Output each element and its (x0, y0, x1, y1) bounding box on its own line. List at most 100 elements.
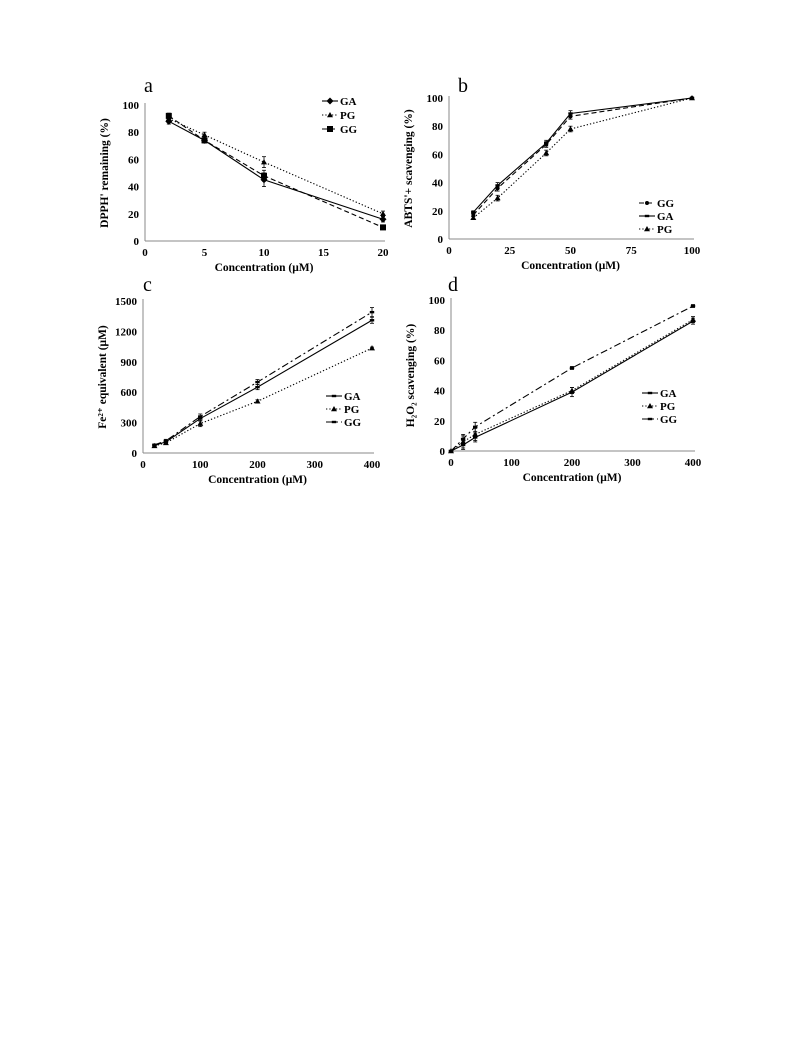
y-tick-label: 0 (134, 236, 140, 248)
x-tick-label: 100 (503, 457, 520, 469)
y-tick-label: 100 (427, 93, 444, 105)
legend-label-GG: GG (340, 124, 358, 136)
series-line-GA (472, 97, 693, 213)
legend-label-GG: GG (657, 198, 675, 210)
data-point-PG (197, 420, 204, 426)
y-tick-label: 20 (432, 206, 444, 218)
y-tick-label: 20 (128, 209, 140, 221)
series-PG (151, 345, 375, 449)
data-point-GG (473, 425, 478, 429)
series-line-GG (168, 115, 384, 228)
x-tick-label: 200 (564, 457, 581, 469)
legend-marker-PG (331, 406, 337, 412)
y-tick-label: 40 (432, 178, 444, 190)
chart-panel-d: d0 100 200 300 400020406080100Concentration … (405, 274, 702, 484)
legend-marker-PG (327, 112, 333, 118)
x-tick-label: 0 (448, 457, 454, 469)
data-point-PG (543, 149, 550, 156)
data-point-GG (460, 437, 466, 441)
legend-label-PG: PG (657, 224, 673, 236)
legend: GA PG GG (322, 96, 358, 136)
legend-marker-GG (331, 420, 337, 424)
y-tick-label: 0 (438, 234, 444, 246)
legend-marker-GA (644, 214, 650, 218)
data-point-GA (255, 385, 260, 389)
x-tick-label: 15 (318, 247, 330, 259)
data-point-GG (690, 304, 696, 308)
x-tick-label: 20 (378, 247, 390, 259)
y-tick-label: 40 (434, 386, 446, 398)
x-tick-label: 25 (504, 245, 516, 257)
legend-label-PG: PG (340, 110, 356, 122)
data-point-GA (568, 112, 573, 115)
series-GG (448, 304, 696, 453)
legend-marker-PG (644, 226, 650, 232)
data-point-PG (567, 126, 574, 132)
y-tick-label: 1500 (115, 296, 138, 308)
y-tick-label: 100 (429, 295, 446, 307)
legend-label-GG: GG (344, 417, 362, 429)
y-tick-label: 300 (121, 418, 138, 430)
data-point-PG (470, 214, 477, 221)
x-axis-title: Concentration (μM) (523, 472, 622, 484)
legend-marker-GA (326, 97, 334, 105)
y-tick-label: 40 (128, 182, 140, 194)
legend-label-PG: PG (660, 401, 676, 413)
data-point-PG (254, 398, 261, 404)
y-tick-label: 60 (432, 149, 444, 161)
x-tick-label: 400 (364, 459, 381, 471)
x-tick-label: 10 (259, 247, 271, 259)
series-GA (448, 317, 696, 453)
legend-label-GA: GA (344, 391, 361, 403)
legend-label-GA: GA (660, 388, 677, 400)
y-axis-title: ABTS'+ scavenging (%) (403, 109, 415, 228)
data-point-GG (369, 310, 375, 314)
x-tick-label: 50 (565, 245, 577, 257)
series-GG (165, 112, 386, 231)
series-line-GG (154, 311, 373, 446)
series-PG (470, 95, 695, 221)
x-tick-label: 200 (249, 459, 266, 471)
legend-marker-GG (645, 201, 649, 205)
data-point-GA (495, 184, 500, 187)
data-point-GG (255, 380, 260, 384)
data-point-GG (380, 224, 386, 231)
legend-marker-GG (327, 126, 333, 132)
y-axis-title: DPPH' remaining (%) (99, 118, 111, 228)
y-tick-label: 1200 (115, 326, 138, 338)
series-line-PG (168, 118, 384, 215)
legend-marker-PG (647, 403, 653, 409)
panel-label: d (448, 274, 458, 296)
data-point-GA (379, 215, 387, 223)
data-point-PG (380, 210, 386, 216)
x-tick-label: 100 (192, 459, 209, 471)
chart-panel-b: b 0 25 50 75 100 0 20 40 60 80 100 Concentration (μM… (403, 75, 701, 272)
data-point-PG (494, 195, 501, 201)
x-tick-label: 400 (685, 457, 702, 469)
data-point-PG (690, 316, 696, 322)
x-tick-label: 5 (202, 247, 208, 259)
data-point-PG (201, 131, 208, 138)
x-tick-label: 0 (140, 459, 146, 471)
data-point-GA (369, 319, 375, 322)
data-point-GG (569, 366, 575, 370)
data-point-PG (569, 387, 575, 393)
legend-marker-GA (647, 391, 653, 395)
y-tick-label: 600 (121, 387, 138, 399)
legend-marker-GA (331, 394, 337, 398)
data-point-GG (152, 443, 157, 447)
series-line-GA (168, 120, 384, 220)
series-line-PG (154, 347, 373, 447)
data-point-GG (198, 415, 203, 418)
y-axis-title: H₂O₂ scavenging (%) (405, 324, 417, 428)
y-tick-label: 20 (434, 416, 446, 428)
panel-label: b (458, 75, 468, 97)
series-line-PG (450, 319, 694, 452)
legend-label-GA: GA (340, 96, 357, 108)
series-line-GA (154, 319, 373, 446)
legend-label-PG: PG (344, 404, 360, 416)
